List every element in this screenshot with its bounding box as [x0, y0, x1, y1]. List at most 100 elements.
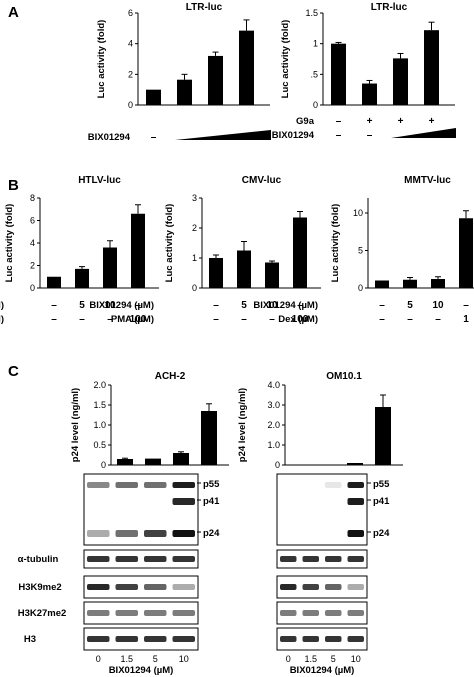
row-label-h3k9me2: H3K9me2	[18, 582, 61, 593]
y-tick-label: 0	[101, 460, 106, 470]
h3k27me2-blot	[276, 601, 368, 625]
dose-label: 5	[331, 654, 336, 664]
bar	[331, 43, 346, 105]
y-tick-label: 0	[275, 460, 280, 470]
condition-value: –	[151, 132, 157, 143]
condition-value: –	[407, 314, 413, 325]
bar	[293, 217, 307, 288]
dose-label: 0	[286, 654, 291, 664]
y-tick-label: 1	[313, 39, 318, 49]
blot-band	[144, 482, 167, 488]
condition-value: –	[435, 314, 441, 325]
bar	[173, 453, 189, 465]
chart-b1-htlv-luc: HTLV-luc Luc activity (fold) 0 2 4 6 8 BIX01294…	[0, 175, 159, 325]
blot-band	[302, 556, 319, 562]
blot-band	[280, 610, 297, 616]
condition-value: 5	[407, 300, 413, 311]
condition-value: –	[367, 130, 373, 141]
chart-b2-cmv-luc: CMV-luc Luc activity (fold) 0 1 2 3 BIX01294 (…	[89, 175, 321, 325]
condition-value: –	[135, 300, 141, 311]
condition-value: –	[213, 300, 219, 311]
y-tick-label: 2	[192, 223, 197, 233]
blot-band	[144, 584, 167, 590]
tubulin-blot	[83, 549, 199, 569]
blot-band	[347, 556, 364, 562]
y-tick-label: 0.5	[93, 440, 106, 450]
blot-band	[302, 610, 319, 616]
dose-label: 1.5	[120, 654, 133, 664]
h3k9me2-blot	[83, 575, 199, 599]
blot-band	[325, 610, 342, 616]
y-tick-label: 0	[30, 283, 35, 293]
blot-band	[144, 610, 167, 616]
dose-ramp	[175, 130, 271, 140]
condition-value: +	[367, 116, 373, 127]
y-tick-label: 1.5	[93, 400, 106, 410]
condition-value: +	[398, 116, 404, 127]
band-label: p24	[373, 528, 390, 539]
h3-blot	[276, 627, 368, 651]
bar	[145, 458, 161, 465]
blot-band	[347, 498, 364, 505]
y-tick-label: 2.0	[93, 380, 106, 390]
condition-value: 100	[292, 314, 309, 325]
chart-title: CMV-luc	[242, 175, 282, 186]
condition-value: +	[429, 116, 435, 127]
bar	[75, 268, 89, 288]
y-tick-label: 3.0	[267, 400, 280, 410]
bar	[347, 463, 363, 465]
bar	[239, 30, 254, 106]
bar	[265, 262, 279, 288]
y-tick-label: 0	[313, 100, 318, 110]
blot-band	[172, 556, 195, 562]
bar	[103, 247, 117, 288]
blot-band	[115, 482, 138, 488]
bar	[209, 258, 223, 288]
dose-label: 1.5	[304, 654, 317, 664]
bar	[208, 55, 223, 105]
y-tick-label: 10	[353, 208, 363, 218]
chart-title: HTLV-luc	[78, 175, 121, 186]
condition-value: –	[241, 314, 247, 325]
bar	[237, 250, 251, 288]
condition-value: –	[463, 300, 469, 311]
condition-value: –	[336, 116, 342, 127]
blot-band	[302, 636, 319, 642]
y-tick-label: 1.0	[93, 420, 106, 430]
condition-value: –	[51, 314, 57, 325]
y-tick-label: 4.0	[267, 380, 280, 390]
row-label-tubulin: α-tubulin	[18, 554, 59, 565]
blot-band	[347, 610, 364, 616]
bar	[403, 279, 417, 288]
bar	[431, 279, 445, 288]
condition-label: BIX01294	[88, 132, 131, 143]
blot-band	[115, 610, 138, 616]
blot-band	[172, 584, 195, 590]
condition-value: 10	[432, 300, 444, 311]
y-tick-label: 0	[358, 283, 363, 293]
y-tick-label: 5	[358, 246, 363, 256]
y-tick-label: 4	[128, 39, 133, 49]
bar	[362, 83, 377, 105]
blot-band	[325, 636, 342, 642]
y-tick-label: 0	[192, 283, 197, 293]
blot-band	[87, 556, 110, 562]
chart-c1-ach2-p24: ACH-2 p24 level (ng/ml) 0 0.5 1.0 1.5 2.0	[70, 371, 229, 470]
panel-letter-a: A	[8, 4, 19, 21]
chart-title: MMTV-luc	[404, 175, 451, 186]
bar	[201, 411, 217, 465]
condition-value: –	[269, 314, 275, 325]
blot-band	[172, 610, 195, 616]
y-axis-label: p24 level (ng/ml)	[237, 388, 248, 462]
panel-letter-b: B	[8, 177, 19, 194]
condition-value: 5	[241, 300, 247, 311]
y-tick-label: .5	[310, 69, 318, 79]
blot-band	[115, 530, 138, 537]
chart-title: LTR-luc	[371, 2, 408, 13]
y-tick-label: 4	[30, 238, 35, 248]
blot-band	[172, 636, 195, 642]
condition-label: PMA (µM)	[0, 314, 4, 325]
y-axis-label: Luc activity (fold)	[4, 204, 15, 283]
